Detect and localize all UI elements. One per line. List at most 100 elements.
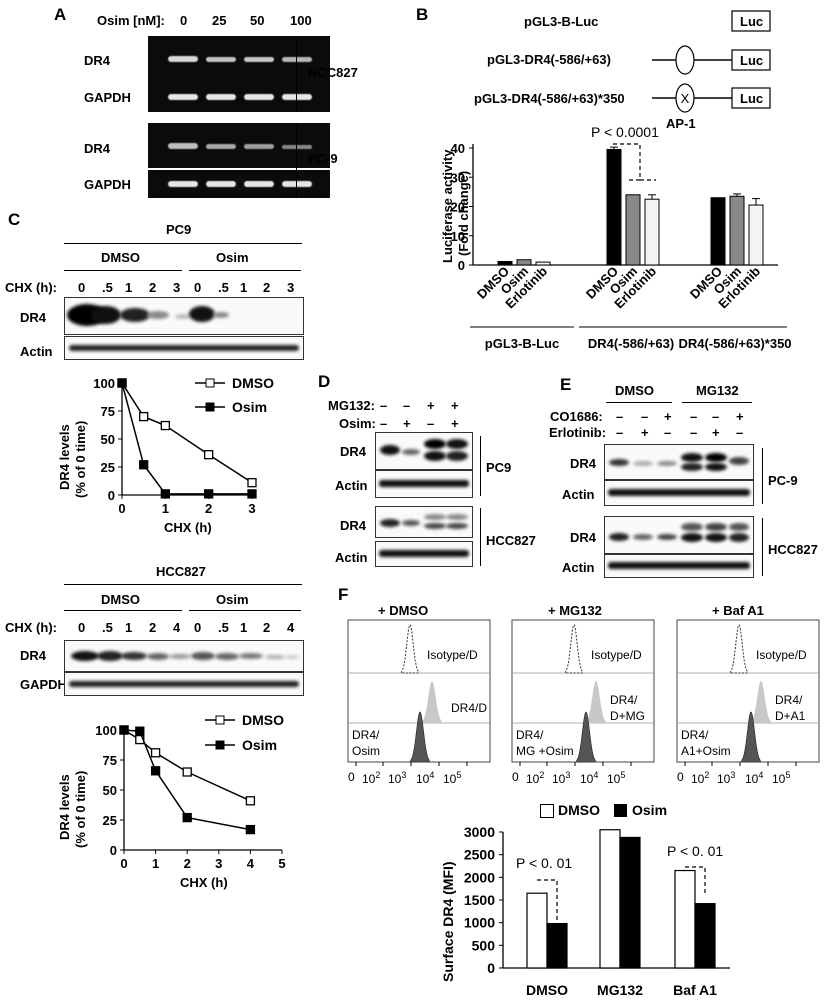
pc9-time-label: 2: [263, 280, 271, 295]
pc9-time-label: 0: [78, 280, 86, 295]
flow-dr4-label: D+A1: [775, 709, 806, 723]
mutation-mark: X: [681, 91, 690, 106]
flow-x-tick-label: 0: [677, 770, 684, 784]
e-co-sign: –: [690, 409, 698, 424]
dose-50: 50: [250, 13, 265, 28]
gel-label-gapdh-pc9: GAPDH: [84, 177, 131, 192]
luciferase-chart: 010203040DMSOOsimErlotinibpGL3-B-LucDMSO…: [451, 141, 792, 351]
pc9-dmso-label: DMSO: [101, 250, 140, 265]
luc-y-tick-label: 40: [451, 141, 465, 156]
pc9-point: [160, 420, 170, 431]
legend-swatch-osim: [614, 804, 627, 817]
pc9-point: [139, 460, 149, 470]
flow-x-tick-exponent: 4: [593, 770, 599, 780]
flow-x-tick-exponent: 4: [758, 770, 764, 780]
panel-label-e: E: [560, 375, 572, 394]
mfi-category-label: MG132: [597, 982, 643, 998]
osim-dose-label: Osim [nM]:: [97, 13, 165, 28]
cell-label-pc9: PC-9: [308, 151, 338, 166]
flow-title-mg132: + MG132: [548, 603, 602, 618]
e-dmso-line: [606, 402, 672, 403]
e-co-sign: +: [664, 409, 672, 424]
e-cell-pc9: PC-9: [768, 473, 798, 488]
pc9-legend-label-dmso: DMSO: [232, 375, 274, 391]
blot-e-actin-hcc: [604, 554, 754, 578]
luc-sig-bracket: [613, 143, 641, 181]
flow-isotype-peak: [730, 624, 748, 674]
flow-x-tick-label: 105: [443, 770, 462, 786]
d-osim-sign: +: [403, 416, 411, 431]
legend-label-osim: Osim: [632, 802, 668, 818]
pc9-header-line: [64, 243, 302, 244]
e-group-dmso: DMSO: [615, 383, 654, 398]
mfi-sig-bracket-bafa1: [685, 866, 706, 893]
d-label-actin-pc9: Actin: [335, 478, 368, 493]
hcc-point: [245, 824, 256, 835]
pc9-blot-label-actin: Actin: [20, 344, 53, 359]
flow-isotype-label: Isotype/D: [756, 648, 807, 662]
legend-swatch-dmso: [540, 804, 554, 818]
pc9-chx-label: CHX (h):: [5, 280, 57, 295]
pc9-x-tick-label: 3: [248, 501, 255, 516]
dose-0: 0: [180, 13, 188, 28]
hcc-y-tick-label: 25: [103, 813, 117, 828]
flow-x-tick-label: 104: [745, 770, 764, 786]
e-co-sign: +: [736, 409, 744, 424]
flow-dr4-dmso-peak: [422, 681, 442, 723]
e-co-sign: –: [712, 409, 720, 424]
flow-x-tick-exponent: 2: [539, 770, 545, 780]
hcc-time-label: 2: [263, 620, 271, 635]
hcc-time-label: 4: [287, 620, 295, 635]
d-osim-label: Osim:: [339, 416, 376, 431]
luc-box-2: [731, 49, 771, 71]
hcc-point: [182, 812, 192, 823]
luc-y-tick-label: 10: [451, 229, 465, 244]
panel-label-f: F: [338, 585, 349, 604]
pc9-xlabel: CHX (h): [164, 520, 212, 535]
mfi-y-tick-label: 1500: [464, 892, 495, 908]
d-osim-sign: +: [451, 416, 459, 431]
flow-x-tick-label: 102: [691, 770, 710, 786]
ap1-site-2: [675, 45, 695, 75]
hcc-y-tick-label: 0: [110, 843, 117, 858]
hcc-y-tick-label: 75: [103, 753, 117, 768]
luc-bar: [516, 259, 532, 266]
d-mg132-label: MG132:: [328, 398, 375, 413]
flow-dr4-osim-peak: [410, 711, 430, 763]
hcc-dmso-line: [64, 610, 182, 611]
e-erl-sign: –: [664, 425, 672, 440]
hcc-dmso-label: DMSO: [101, 592, 140, 607]
hcc-legend-marker-dmso: [215, 715, 225, 725]
hcc-time-label: 4: [173, 620, 181, 635]
e-erl-sign: –: [616, 425, 624, 440]
flow-dr4-osim-peak: [576, 711, 596, 763]
hcc-time-label: .5: [218, 620, 229, 635]
mfi-category-label: Baf A1: [673, 982, 717, 998]
flow-dr4-label: DR4/: [610, 693, 638, 707]
mfi-bar: [526, 892, 548, 969]
flow-dr4-label: D+MG: [610, 709, 646, 723]
e-erl-sign: +: [641, 425, 649, 440]
flow-dr4-dmso-peak: [586, 681, 606, 723]
mfi-bar: [599, 829, 621, 969]
d-osim-sign: –: [427, 416, 435, 431]
blot-pc9-actin: [64, 336, 304, 360]
luc-y-tick-label: 20: [451, 200, 465, 215]
flow-x-tick-label: 103: [552, 770, 571, 786]
flow-title-bafa1: + Baf A1: [712, 603, 764, 618]
panel-label-b: B: [416, 5, 429, 24]
blot-pc9-dr4: [64, 297, 304, 335]
hcc-time-label: 0: [78, 620, 86, 635]
promoter-diagrams: X: [652, 10, 771, 113]
e-co-sign: –: [616, 409, 624, 424]
luc-bar: [710, 197, 726, 266]
hcc-x-tick-label: 1: [152, 856, 159, 871]
hcc-osim-line: [189, 610, 301, 611]
luc-box-1: [731, 10, 771, 32]
mfi-y-tick-label: 2000: [464, 869, 495, 885]
flow-title-dmso: + DMSO: [378, 603, 429, 618]
hcc-point: [135, 726, 145, 736]
pc9-blot-label-dr4: DR4: [20, 310, 47, 325]
flow-x-tick-label: 0: [348, 770, 355, 784]
